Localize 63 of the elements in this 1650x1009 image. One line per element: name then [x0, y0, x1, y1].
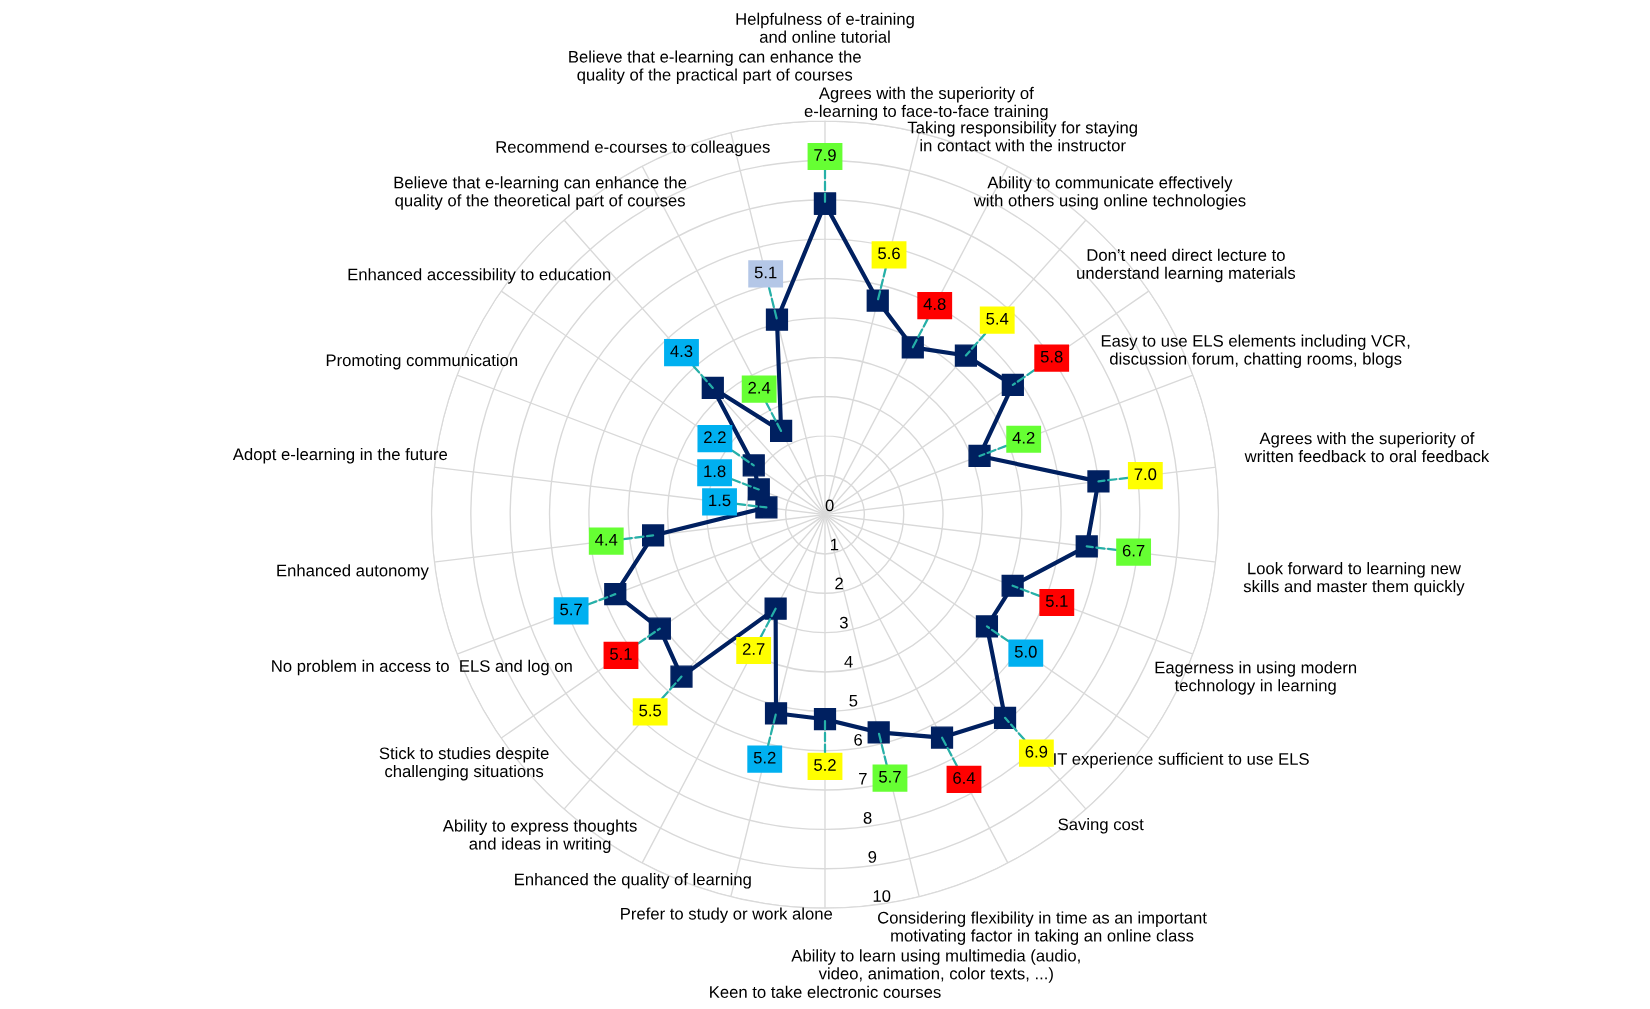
y-tick-label: 0 [825, 499, 834, 512]
spoke-label: Considering flexibility in time as an important motivating factor in taking an online class [878, 911, 1207, 945]
y-tick-label: 5 [849, 694, 858, 707]
data-label: 5.1 [754, 266, 777, 279]
y-tick-label: 9 [868, 851, 877, 863]
data-label: 2.2 [704, 431, 726, 443]
y-tick-label: 4 [844, 655, 853, 668]
y-tick-label: 2 [835, 577, 843, 590]
data-label: 2.4 [748, 381, 771, 394]
data-label: 7.0 [1134, 468, 1157, 481]
data-label: 5.1 [610, 648, 632, 660]
data-label: 5.6 [878, 247, 900, 260]
spoke-label: Agrees with the superiority of e-learning to face-to-face training [804, 86, 1048, 121]
y-tick-label: 1 [831, 538, 839, 551]
data-label: 5.8 [1040, 350, 1063, 363]
spoke-label: Believe that e-learning can enhance the quality of the practical part of courses [569, 50, 861, 84]
data-label: 7.9 [814, 149, 836, 161]
data-label: 4.3 [670, 345, 693, 358]
data-label: 5.4 [986, 313, 1009, 325]
spoke-label: Prefer to study or work alone [621, 907, 833, 923]
data-label: 5.5 [639, 704, 662, 717]
data-label: 6.7 [1122, 544, 1145, 557]
spoke-label: Look forward to learning new skills and master them quickly [1243, 562, 1465, 596]
spoke-label: Easy to use ELS elements including VCR, discussion forum, chatting rooms, blogs [1101, 334, 1410, 369]
spoke-label: Ability to express thoughts and ideas in writing [442, 819, 637, 853]
spoke-label: Enhanced the quality of learning [515, 873, 751, 889]
spoke-label: Taking responsibility for staying in contact with the instructor [907, 121, 1137, 152]
spoke-label: Saving cost [1058, 818, 1144, 834]
spoke-label: Eagerness in using modern technology in learning [1155, 661, 1357, 695]
data-label: 4.4 [595, 534, 618, 546]
data-label: 4.8 [923, 298, 946, 310]
y-tick-label: 3 [839, 616, 848, 629]
y-tick-label: 7 [859, 773, 867, 785]
data-label: 1.8 [704, 465, 726, 478]
data-label: 6.9 [1025, 745, 1048, 758]
spoke-label: Agrees with the superiority of written feedback to oral feedback [1244, 432, 1490, 463]
spoke-label: Enhanced accessibility to education [348, 268, 611, 284]
data-label: 5.0 [1014, 645, 1037, 658]
spoke-label: Believe that e-learning can enhance the quality of the theoretical part of courses [394, 176, 687, 210]
spoke-label: Recommend e-courses to colleagues [496, 140, 770, 157]
data-label: 5.2 [814, 759, 836, 771]
spoke-label: No problem in access to ELS and log on [272, 659, 572, 676]
data-label: 2.7 [742, 643, 765, 655]
spoke-label: Enhanced autonomy [277, 564, 429, 580]
spoke-label: IT experience sufficient to use ELS [1054, 752, 1309, 769]
data-label: 4.2 [1012, 431, 1035, 444]
spoke-label: Ability to communicate effectively with others using online technologies [973, 176, 1246, 210]
y-tick-label: 8 [863, 812, 872, 824]
spoke-label: Promoting communication [326, 353, 518, 370]
data-label: 6.4 [953, 772, 976, 784]
spoke-label: Helpfulness of e-training and online tutorial [736, 12, 914, 43]
spoke-label: Stick to studies despite challenging situations [379, 746, 549, 781]
data-label: 5.1 [1045, 595, 1068, 607]
data-label: 5.2 [753, 751, 776, 764]
data-label: 5.7 [560, 603, 582, 616]
spoke-label: Don’t need direct lecture to understand learning materials [1077, 248, 1296, 283]
data-label: 1.5 [709, 494, 731, 507]
spoke-label: Ability to learn using multimedia (audio, video, animation, color texts, ...) [791, 949, 1080, 983]
data-label: 5.7 [879, 771, 901, 783]
spoke-label: Adopt e-learning in the future [232, 447, 448, 464]
y-tick-label: 6 [854, 733, 862, 746]
spoke-label: Keen to take electronic courses [710, 985, 941, 998]
y-tick-label: 10 [873, 890, 891, 902]
